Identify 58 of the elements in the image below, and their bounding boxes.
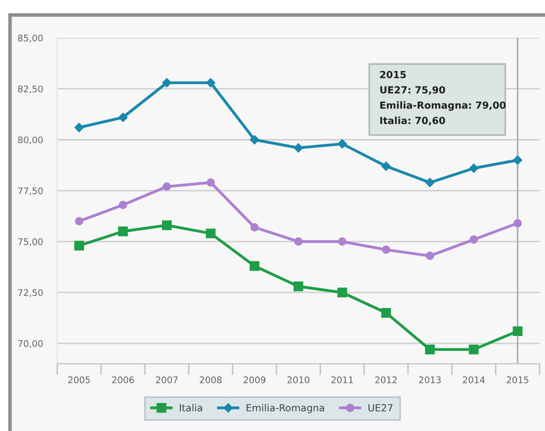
x-tick-label: 2011 [331, 376, 353, 384]
point [294, 143, 304, 153]
annotation: 2015 [380, 70, 406, 78]
point [74, 240, 84, 251]
point [118, 226, 128, 236]
y-tick-label: 85,00 [18, 34, 43, 42]
x-tick-label: 2008 [200, 376, 222, 384]
x-tick-label: 2012 [375, 376, 397, 384]
x-tick-label: 2005 [68, 376, 90, 384]
point [513, 219, 522, 228]
legend-label: Emilia-Romagna [246, 404, 324, 414]
point [470, 235, 478, 244]
x-tick-label: 2010 [288, 376, 310, 384]
y-tick-label: 82,50 [18, 86, 43, 94]
point [74, 122, 84, 132]
point [425, 344, 435, 354]
point [381, 308, 391, 318]
point [162, 182, 172, 191]
point [381, 162, 391, 171]
point [426, 252, 434, 260]
y-tick-label: 75,00 [18, 238, 43, 246]
point [250, 223, 259, 232]
point [250, 135, 260, 144]
x-tick-label: 2014 [462, 376, 485, 384]
point [382, 246, 390, 254]
point [206, 78, 216, 88]
point [294, 237, 303, 246]
point [468, 344, 479, 354]
y-tick-label: 80,00 [18, 136, 43, 144]
point [513, 155, 522, 165]
x-tick-label: 2015 [506, 376, 528, 384]
point [425, 178, 435, 188]
point [118, 112, 128, 122]
point [337, 288, 348, 298]
x-tick-label: 2006 [112, 376, 134, 384]
y-tick-label: 70,00 [18, 340, 43, 348]
point [206, 228, 216, 238]
point [162, 78, 172, 88]
y-tick-label: 72,50 [18, 289, 43, 297]
point [469, 164, 478, 173]
annotation: UE27: 75,90 [380, 86, 446, 95]
x-tick-label: 2007 [156, 376, 178, 384]
x-tick-label: 2013 [419, 376, 441, 384]
y-tick-label: 77,50 [18, 187, 43, 196]
annotation: Italia: 70,60 [380, 116, 446, 126]
point [512, 326, 522, 336]
annotation: Emilia-Romagna: 79,00 [380, 101, 506, 111]
x-tick-label: 2009 [244, 376, 266, 384]
point [250, 261, 260, 271]
point [162, 220, 172, 230]
point [118, 200, 128, 210]
point [206, 178, 215, 187]
legend-label: UE27 [368, 404, 392, 412]
point [338, 139, 347, 148]
point [74, 217, 84, 226]
point [338, 237, 346, 246]
point [294, 282, 304, 292]
legend-label: Italia [180, 404, 202, 412]
